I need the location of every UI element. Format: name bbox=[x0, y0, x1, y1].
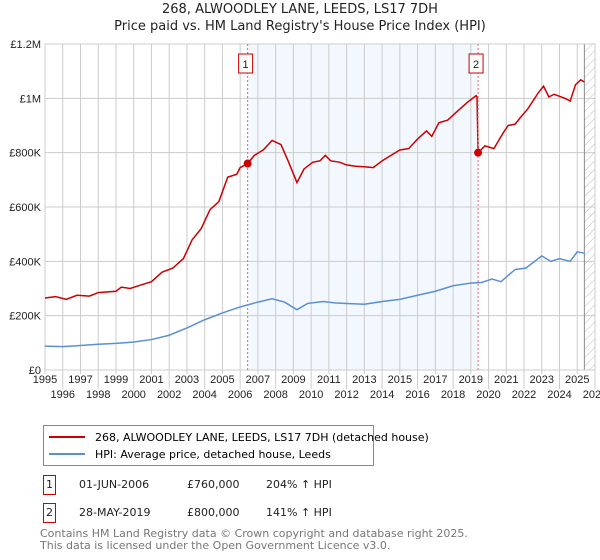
x-tick-label: 2020 bbox=[476, 389, 500, 401]
sale-point bbox=[474, 148, 483, 157]
chart-title: 268, ALWOODLEY LANE, LEEDS, LS17 7DH bbox=[162, 2, 438, 17]
footer-line2: This data is licensed under the Open Gov… bbox=[40, 539, 391, 552]
x-tick-label: 2004 bbox=[192, 389, 216, 401]
transaction-marker: 2 bbox=[43, 503, 56, 523]
y-tick-label: £0 bbox=[29, 365, 41, 377]
x-tick-label: 2007 bbox=[246, 374, 270, 386]
plot-border bbox=[44, 43, 596, 371]
x-tick-label: 2005 bbox=[210, 374, 234, 386]
series-line bbox=[44, 78, 585, 301]
x-tick-label: 2017 bbox=[423, 374, 447, 386]
x-tick-label: 2012 bbox=[334, 389, 358, 401]
x-tick-label: 1999 bbox=[104, 374, 128, 386]
chart-subtitle: Price paid vs. HM Land Registry's House … bbox=[114, 19, 486, 34]
transaction-price: £760,000 bbox=[187, 478, 240, 491]
y-tick-label: £1M bbox=[20, 93, 41, 105]
sale-label-box bbox=[468, 53, 484, 74]
transaction-hpi: 141% ↑ HPI bbox=[266, 506, 332, 519]
x-tick-label: 1995 bbox=[33, 374, 57, 386]
transaction-date: 01-JUN-2006 bbox=[79, 478, 150, 491]
x-tick-label: 2024 bbox=[547, 389, 571, 401]
x-tick-label: 2025 bbox=[565, 374, 589, 386]
transaction-marker: 1 bbox=[43, 475, 56, 495]
y-tick-label: £600K bbox=[9, 202, 41, 214]
x-tick-label: 1996 bbox=[50, 389, 74, 401]
x-tick-label: 2006 bbox=[228, 389, 252, 401]
x-tick-label: 2023 bbox=[530, 374, 554, 386]
x-tick-label: 2019 bbox=[459, 374, 483, 386]
x-tick-label: 2003 bbox=[175, 374, 199, 386]
x-tick-label: 2014 bbox=[370, 389, 394, 401]
series-line bbox=[44, 251, 585, 348]
x-tick-label: 2001 bbox=[139, 374, 163, 386]
sale-label: 1 bbox=[243, 59, 249, 71]
x-tick-label: 2013 bbox=[352, 374, 376, 386]
legend-label: 268, ALWOODLEY LANE, LEEDS, LS17 7DH (de… bbox=[95, 430, 429, 444]
transaction-price: £800,000 bbox=[187, 506, 240, 519]
sale-label: 2 bbox=[473, 59, 479, 71]
x-tick-label: 2008 bbox=[263, 389, 287, 401]
y-tick-label: £800K bbox=[9, 148, 41, 160]
x-tick-label: 2026 bbox=[583, 389, 600, 401]
x-tick-label: 2018 bbox=[441, 389, 465, 401]
x-tick-label: 2011 bbox=[317, 374, 341, 386]
x-tick-label: 2009 bbox=[281, 374, 305, 386]
x-tick-label: 2002 bbox=[157, 389, 181, 401]
legend-swatch-blue bbox=[49, 453, 85, 455]
price-chart: 1995 1996 1997 1998 1999 2000 2001 2002 2003 2004… bbox=[9, 39, 600, 401]
sale-label-box bbox=[238, 53, 254, 74]
transaction-hpi: 204% ↑ HPI bbox=[266, 478, 332, 491]
x-tick-label: 2021 bbox=[494, 374, 518, 386]
y-tick-label: £1.2M bbox=[10, 39, 41, 51]
x-tick-label: 2000 bbox=[121, 389, 145, 401]
footer-line1: Contains HM Land Registry data © Crown c… bbox=[40, 527, 468, 540]
y-tick-label: £200K bbox=[9, 311, 41, 323]
x-tick-label: 1997 bbox=[68, 374, 92, 386]
legend-item-property: 268, ALWOODLEY LANE, LEEDS, LS17 7DH (de… bbox=[49, 429, 429, 445]
transaction-date: 28-MAY-2019 bbox=[79, 506, 151, 519]
x-tick-label: 1998 bbox=[86, 389, 110, 401]
x-tick-label: 2015 bbox=[388, 374, 412, 386]
footer: Contains HM Land Registry data © Crown c… bbox=[40, 528, 468, 552]
legend-item-hpi: HPI: Average price, detached house, Leed… bbox=[49, 446, 331, 462]
legend-label: HPI: Average price, detached house, Leed… bbox=[95, 447, 331, 461]
x-tick-label: 2016 bbox=[405, 389, 429, 401]
legend-swatch-red bbox=[49, 436, 85, 438]
x-tick-label: 2022 bbox=[512, 389, 536, 401]
legend: 268, ALWOODLEY LANE, LEEDS, LS17 7DH (de… bbox=[43, 425, 429, 466]
x-tick-label: 2010 bbox=[299, 389, 323, 401]
y-tick-label: £400K bbox=[9, 256, 41, 268]
sale-point bbox=[243, 159, 252, 168]
